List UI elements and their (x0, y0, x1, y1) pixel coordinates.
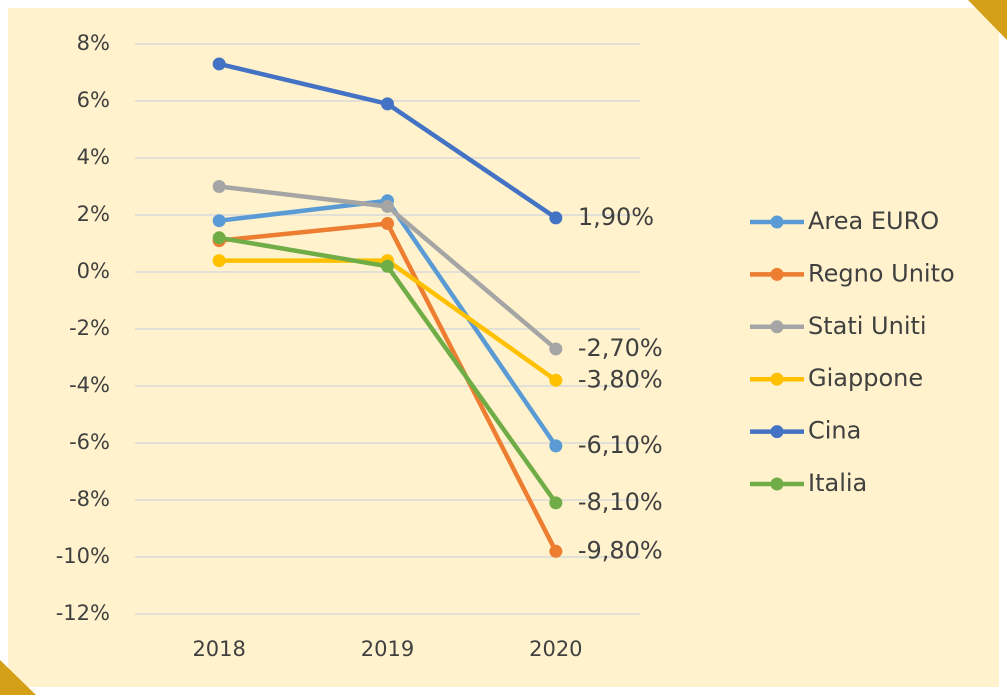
legend-label: Stati Uniti (808, 312, 927, 340)
x-tick-label: 2019 (361, 637, 414, 661)
data-label: -2,70% (578, 334, 663, 362)
legend-label: Regno Unito (808, 259, 955, 287)
data-point (212, 254, 226, 268)
legend-marker (770, 320, 784, 334)
legend-marker (770, 267, 784, 281)
y-tick-label: 4% (77, 145, 110, 169)
y-tick-label: 6% (77, 88, 110, 112)
chart-background (8, 8, 999, 687)
legend-marker (770, 425, 784, 439)
data-label: -6,10% (578, 431, 663, 459)
data-point (212, 214, 226, 228)
y-tick-label: 8% (77, 31, 110, 55)
data-point (381, 259, 394, 273)
y-tick-label: -12% (56, 601, 110, 625)
data-point (549, 544, 563, 558)
data-point (549, 342, 563, 356)
data-point (549, 496, 563, 510)
y-tick-label: -10% (56, 544, 110, 568)
x-tick-label: 2018 (192, 637, 245, 661)
legend-label: Cina (808, 417, 861, 445)
data-point (212, 180, 226, 193)
legend-label: Area EURO (808, 207, 939, 235)
y-tick-label: -4% (69, 373, 110, 397)
corner-decoration (968, 0, 1007, 40)
y-tick-label: -8% (69, 487, 110, 511)
legend-marker (770, 477, 784, 491)
y-tick-label: -2% (69, 316, 110, 340)
data-label: -9,80% (578, 536, 663, 564)
data-point (212, 231, 226, 245)
plot: -6,10% -9,80% -2,70% -3,80% 1,90% -8,10% (212, 57, 663, 564)
data-point (549, 211, 563, 225)
data-point (212, 57, 226, 71)
corner-decoration (0, 660, 36, 695)
y-tick-label: -6% (69, 430, 110, 454)
legend-marker (770, 215, 784, 229)
data-point (381, 217, 394, 231)
data-point (549, 439, 563, 453)
data-label: -8,10% (578, 488, 663, 516)
data-label: -3,80% (578, 365, 663, 393)
grid: -12% -10% -8% -6% -4% -2% 0% 2% 4% 6% 8% 2018 2019 20… (56, 31, 640, 661)
data-label: 1,90% (578, 203, 654, 231)
legend: Area EURO Regno Unito Stati Uniti Giappone C… (750, 207, 955, 497)
data-point (549, 373, 563, 387)
legend-label: Giappone (808, 364, 923, 392)
legend-label: Italia (808, 469, 867, 497)
legend-marker (770, 372, 784, 386)
y-tick-label: 0% (77, 259, 110, 283)
x-tick-label: 2020 (529, 637, 582, 661)
data-point (381, 97, 394, 111)
data-point (381, 199, 394, 213)
y-tick-label: 2% (77, 202, 110, 226)
